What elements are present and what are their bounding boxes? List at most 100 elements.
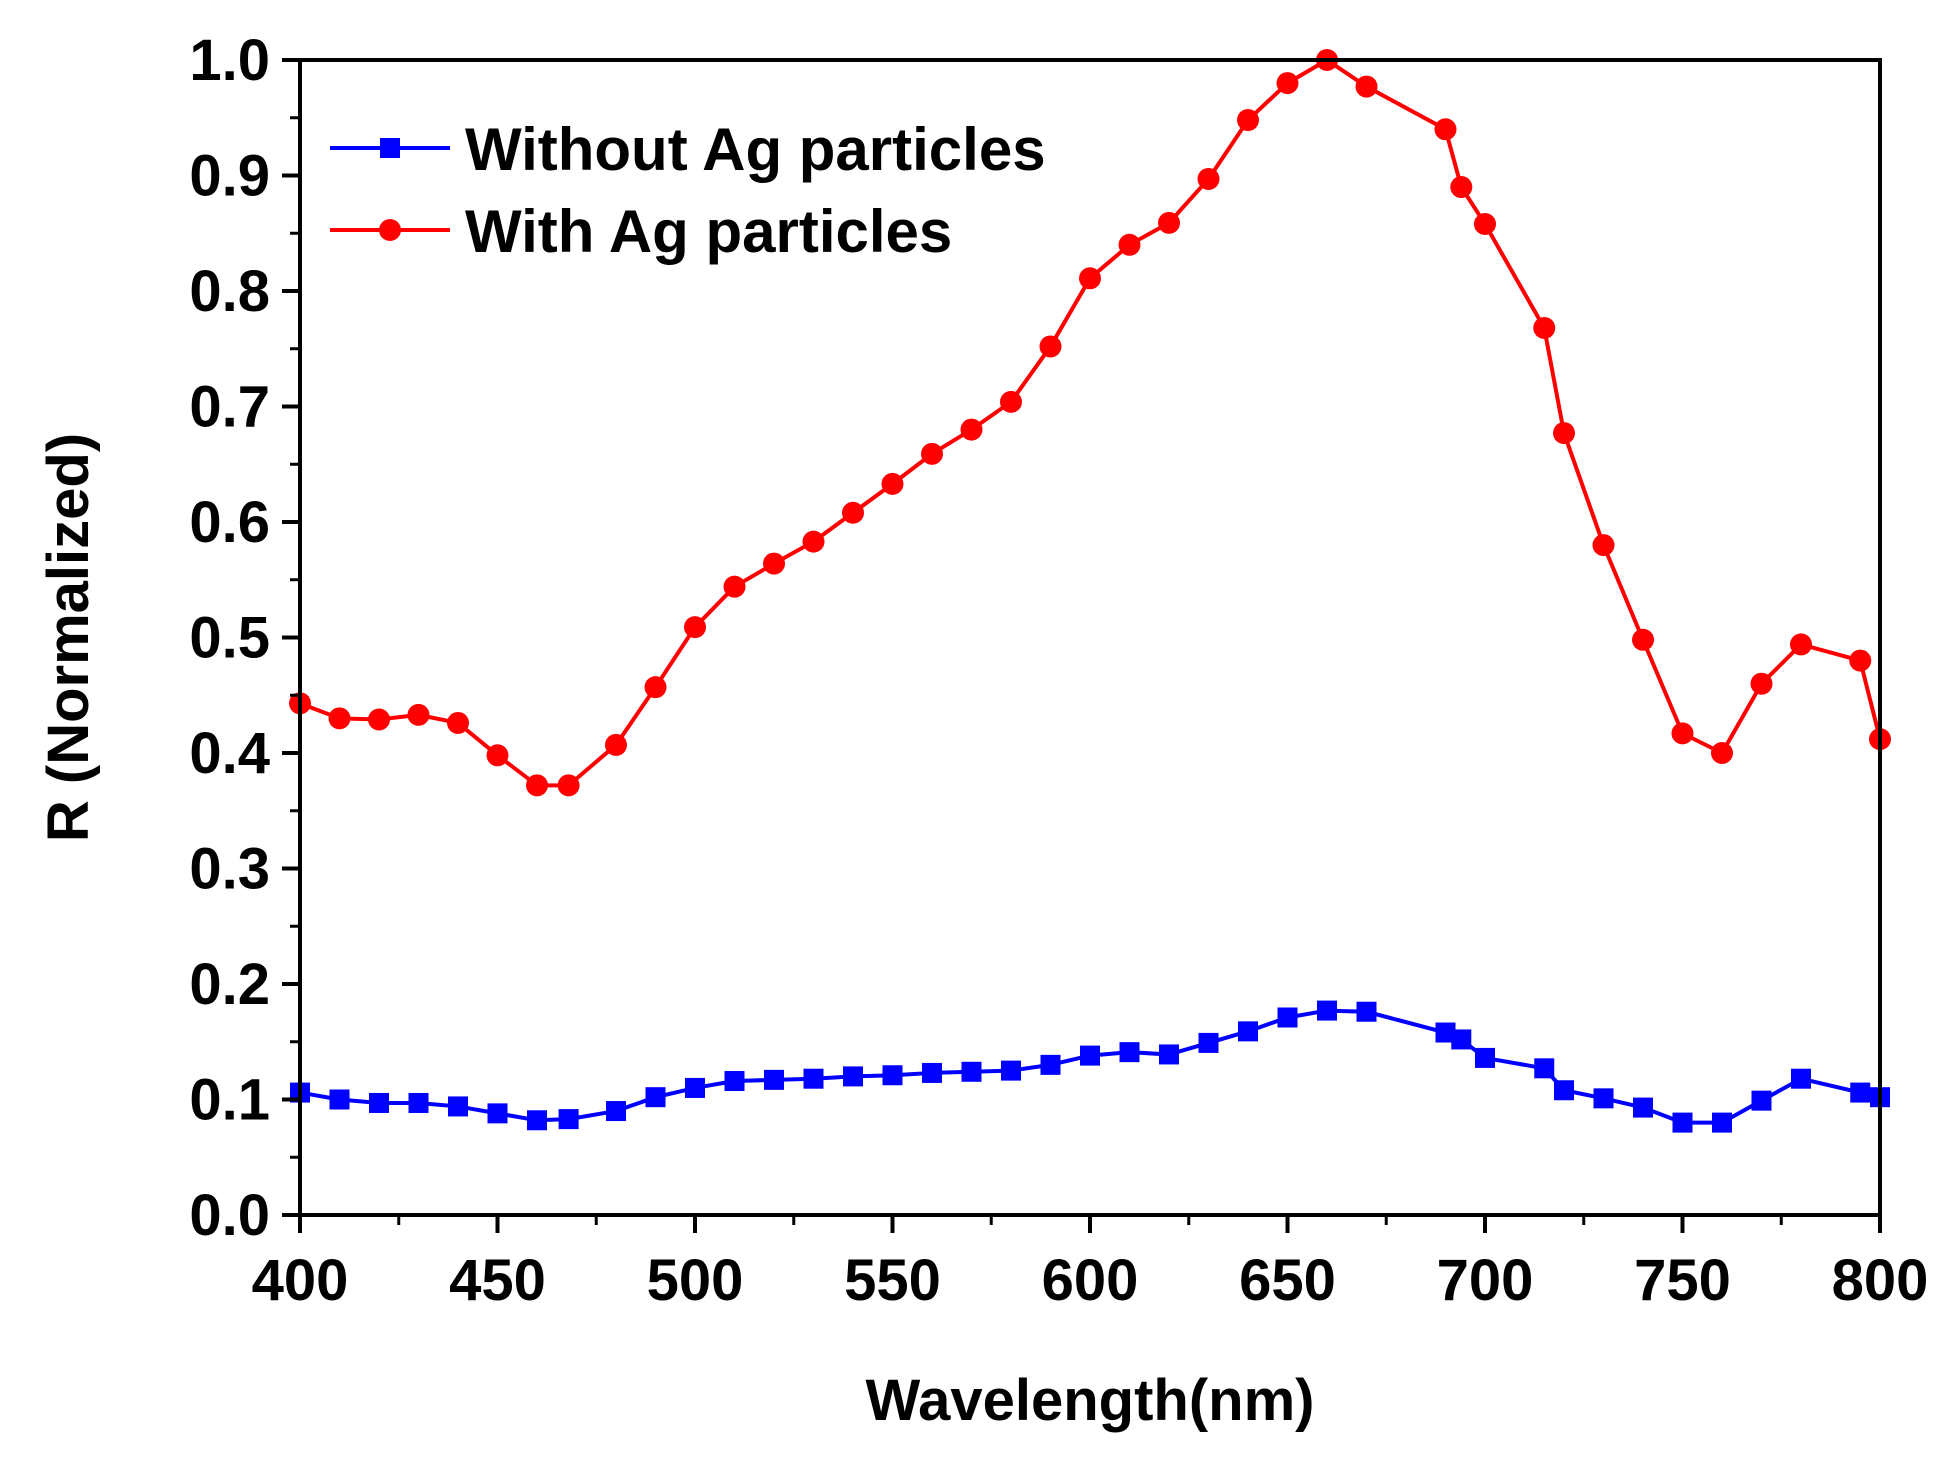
- x-tick-label: 450: [449, 1248, 546, 1313]
- data-point: [1790, 633, 1812, 656]
- y-tick-label: 1.0: [189, 28, 270, 93]
- data-point: [922, 1062, 942, 1083]
- data-point: [1317, 1000, 1337, 1021]
- x-tick-label: 650: [1239, 1248, 1336, 1313]
- y-tick-label: 0.7: [189, 375, 270, 440]
- data-point: [486, 744, 509, 767]
- x-tick-label: 750: [1634, 1248, 1731, 1313]
- x-tick-label: 400: [252, 1248, 349, 1313]
- legend-marker: [379, 219, 401, 241]
- data-point: [1593, 1088, 1614, 1109]
- data-point: [685, 1077, 705, 1098]
- data-point: [1850, 1082, 1871, 1103]
- legend-marker: [380, 138, 400, 158]
- x-tick-label: 600: [1042, 1248, 1139, 1313]
- data-point: [842, 501, 864, 524]
- data-point: [882, 1065, 903, 1086]
- tick-layer: 400 450 500 550 600 650 700 750 800 0.0 0.1 0.2 0.3 0…: [189, 28, 1928, 1313]
- data-point: [802, 530, 825, 553]
- data-point: [1671, 722, 1694, 745]
- data-point: [605, 733, 627, 756]
- y-axis-label: R (Normalized): [36, 433, 101, 842]
- data-point: [526, 774, 548, 797]
- data-point: [1197, 167, 1220, 190]
- data-point: [407, 703, 430, 726]
- data-point: [645, 1087, 666, 1108]
- data-point: [448, 1096, 468, 1117]
- data-point: [1791, 1068, 1811, 1089]
- data-point: [1001, 1060, 1021, 1081]
- data-point: [1159, 1044, 1179, 1065]
- data-point: [1237, 109, 1259, 132]
- data-point: [1039, 335, 1062, 358]
- series-layer: [289, 49, 1891, 1133]
- data-point: [1158, 211, 1180, 234]
- data-point: [1434, 118, 1457, 141]
- data-point: [960, 418, 983, 441]
- data-point: [1533, 316, 1556, 339]
- data-point: [803, 1068, 824, 1089]
- data-point: [1633, 1097, 1653, 1118]
- data-point: [487, 1103, 508, 1124]
- data-point: [1276, 72, 1299, 95]
- y-tick-label: 0.3: [189, 837, 270, 902]
- data-point: [1080, 1045, 1100, 1066]
- data-point: [1672, 1112, 1693, 1133]
- data-point: [408, 1092, 429, 1113]
- data-point: [1711, 742, 1733, 764]
- y-tick-label: 0.0: [189, 1183, 270, 1248]
- data-point: [368, 708, 390, 731]
- data-point: [1849, 649, 1872, 672]
- series-with-ag: [289, 49, 1891, 797]
- data-point: [606, 1101, 626, 1122]
- data-point: [1474, 213, 1496, 236]
- data-point: [1118, 233, 1141, 256]
- data-point: [684, 616, 706, 639]
- x-tick-label: 800: [1832, 1248, 1929, 1313]
- data-point: [764, 1069, 784, 1090]
- legend-label: With Ag particles: [465, 198, 952, 265]
- data-point: [644, 676, 667, 699]
- data-point: [328, 707, 351, 730]
- legend: Without Ag particles With Ag particles: [330, 116, 1046, 265]
- data-point: [1451, 1029, 1472, 1050]
- data-point: [961, 1061, 982, 1082]
- data-point: [1475, 1047, 1495, 1068]
- data-point: [843, 1066, 863, 1087]
- y-tick-label: 0.9: [189, 144, 270, 209]
- x-tick-label: 550: [844, 1248, 941, 1313]
- data-point: [1435, 1022, 1456, 1043]
- data-point: [369, 1092, 389, 1113]
- data-point: [1079, 267, 1101, 290]
- y-tick-label: 0.1: [189, 1068, 270, 1133]
- data-point: [1592, 534, 1615, 557]
- y-tick-label: 0.5: [189, 606, 270, 671]
- data-point: [921, 442, 943, 465]
- x-axis-label: Wavelength(nm): [866, 1368, 1315, 1433]
- data-point: [1534, 1058, 1555, 1079]
- data-point: [557, 774, 580, 797]
- y-tick-label: 0.6: [189, 490, 270, 555]
- y-tick-label: 0.2: [189, 952, 270, 1017]
- data-point: [1450, 176, 1473, 199]
- series-without-ag: [290, 1000, 1890, 1133]
- data-point: [763, 552, 785, 575]
- data-point: [1712, 1112, 1732, 1133]
- data-point: [881, 472, 904, 495]
- data-point: [1040, 1054, 1061, 1075]
- data-point: [527, 1110, 547, 1131]
- data-point: [1198, 1032, 1219, 1053]
- data-point: [329, 1089, 350, 1110]
- legend-label: Without Ag particles: [465, 116, 1046, 183]
- y-tick-label: 0.4: [189, 721, 270, 786]
- data-point: [1238, 1021, 1258, 1042]
- data-point: [1355, 75, 1378, 98]
- data-point: [1356, 1001, 1377, 1022]
- data-point: [1751, 1090, 1772, 1111]
- data-point: [1750, 672, 1773, 695]
- data-point: [1277, 1007, 1298, 1028]
- data-point: [558, 1109, 579, 1130]
- x-tick-label: 500: [647, 1248, 744, 1313]
